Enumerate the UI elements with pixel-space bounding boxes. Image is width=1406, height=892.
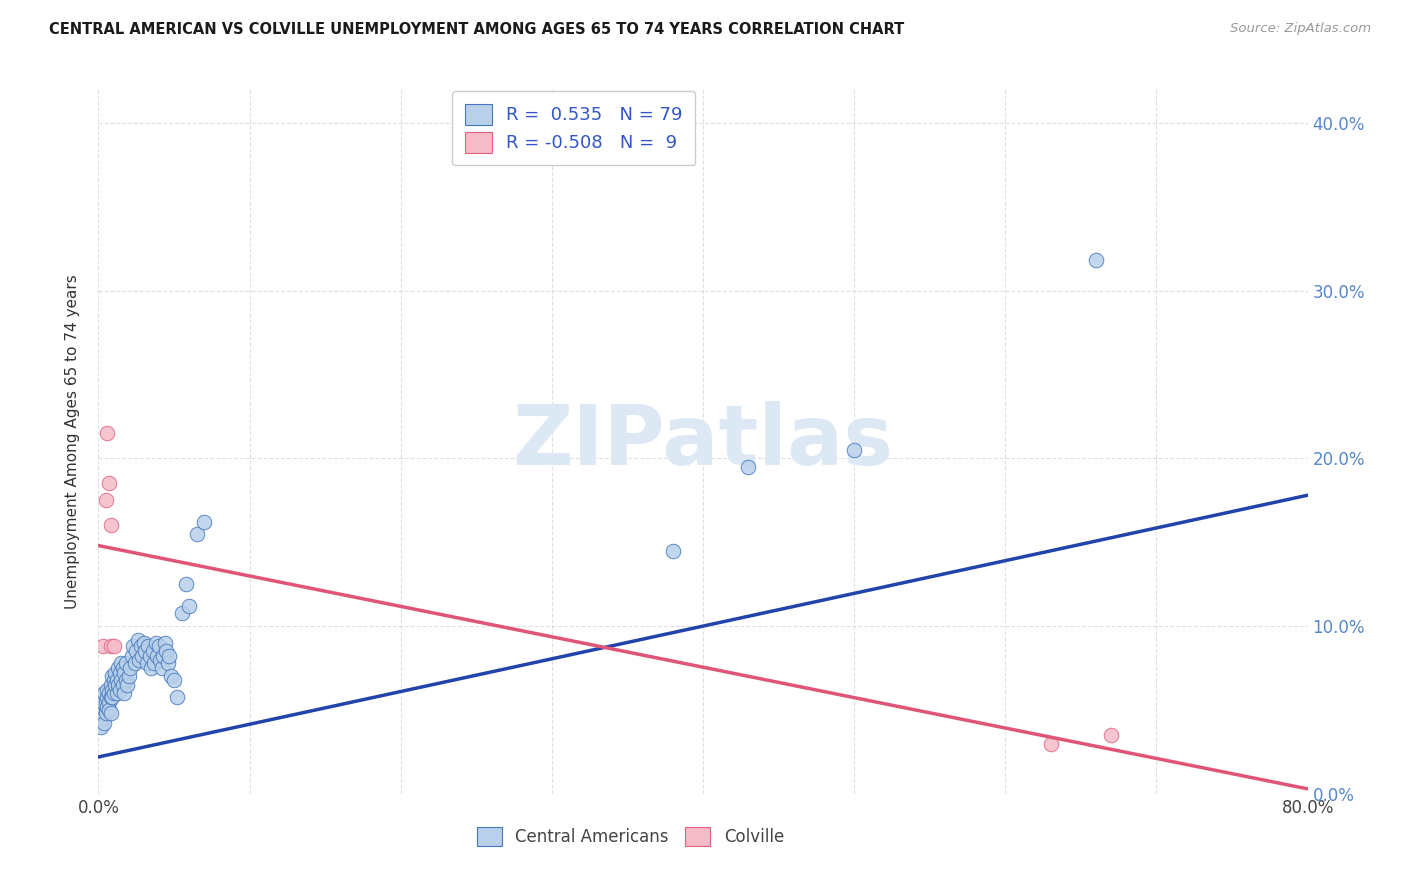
Point bbox=[122, 639, 145, 653]
Point bbox=[127, 632, 149, 647]
Point bbox=[121, 649, 143, 664]
Point bbox=[94, 493, 117, 508]
Point bbox=[146, 649, 169, 664]
Point bbox=[108, 666, 131, 681]
Point bbox=[124, 656, 146, 670]
Point bbox=[105, 673, 128, 687]
Point bbox=[128, 653, 150, 667]
Point bbox=[844, 442, 866, 457]
Point bbox=[156, 656, 179, 670]
Point bbox=[94, 703, 117, 717]
Point bbox=[737, 459, 759, 474]
Point bbox=[94, 695, 117, 709]
Point bbox=[145, 636, 167, 650]
Text: CENTRAL AMERICAN VS COLVILLE UNEMPLOYMENT AMONG AGES 65 TO 74 YEARS CORRELATION : CENTRAL AMERICAN VS COLVILLE UNEMPLOYMEN… bbox=[49, 22, 904, 37]
Point bbox=[104, 678, 127, 692]
Point bbox=[112, 686, 135, 700]
Point bbox=[100, 690, 122, 704]
Text: Source: ZipAtlas.com: Source: ZipAtlas.com bbox=[1230, 22, 1371, 36]
Point bbox=[160, 669, 183, 683]
Point bbox=[98, 476, 121, 491]
Point bbox=[142, 644, 165, 658]
Point bbox=[105, 686, 128, 700]
Point bbox=[153, 636, 176, 650]
Point bbox=[100, 518, 122, 533]
Point bbox=[131, 649, 153, 664]
Point bbox=[93, 686, 115, 700]
Point bbox=[114, 656, 136, 670]
Point bbox=[100, 678, 122, 692]
Point bbox=[149, 653, 172, 667]
Point bbox=[108, 682, 131, 697]
Point bbox=[101, 682, 124, 697]
Point bbox=[112, 666, 135, 681]
Point bbox=[98, 695, 121, 709]
Point bbox=[120, 661, 142, 675]
Point bbox=[150, 661, 173, 675]
Point bbox=[193, 515, 215, 529]
Point bbox=[103, 673, 125, 687]
Point bbox=[141, 661, 163, 675]
Point bbox=[94, 706, 117, 721]
Point bbox=[132, 636, 155, 650]
Point bbox=[143, 656, 166, 670]
Point bbox=[110, 656, 132, 670]
Point bbox=[170, 606, 193, 620]
Point bbox=[135, 656, 157, 670]
Point bbox=[118, 669, 141, 683]
Point bbox=[1085, 253, 1108, 268]
Point bbox=[93, 716, 115, 731]
Point bbox=[110, 673, 132, 687]
Point bbox=[136, 639, 159, 653]
Point bbox=[100, 639, 122, 653]
Point bbox=[100, 706, 122, 721]
Point bbox=[159, 649, 181, 664]
Point bbox=[111, 678, 134, 692]
Text: ZIPatlas: ZIPatlas bbox=[513, 401, 893, 482]
Point bbox=[91, 711, 114, 725]
Point bbox=[129, 639, 152, 653]
Point bbox=[174, 577, 197, 591]
Point bbox=[96, 682, 118, 697]
Point bbox=[103, 639, 125, 653]
Point bbox=[152, 649, 174, 664]
Point bbox=[166, 690, 188, 704]
Y-axis label: Unemployment Among Ages 65 to 74 years: Unemployment Among Ages 65 to 74 years bbox=[65, 274, 80, 609]
Point bbox=[103, 686, 125, 700]
Point bbox=[91, 639, 114, 653]
Point bbox=[90, 720, 112, 734]
Point bbox=[114, 673, 136, 687]
Point bbox=[139, 649, 162, 664]
Point bbox=[155, 644, 177, 658]
Point bbox=[1039, 737, 1062, 751]
Point bbox=[186, 526, 208, 541]
Point bbox=[101, 690, 124, 704]
Point bbox=[111, 661, 134, 675]
Point bbox=[96, 699, 118, 714]
Point bbox=[91, 695, 114, 709]
Point bbox=[179, 599, 201, 613]
Point bbox=[134, 644, 156, 658]
Point bbox=[125, 644, 148, 658]
Point bbox=[101, 669, 124, 683]
Legend: Central Americans, Colville: Central Americans, Colville bbox=[470, 820, 790, 853]
Point bbox=[96, 690, 118, 704]
Point bbox=[115, 678, 138, 692]
Point bbox=[107, 678, 129, 692]
Point bbox=[148, 639, 170, 653]
Point bbox=[104, 666, 127, 681]
Point bbox=[1099, 728, 1122, 742]
Point bbox=[98, 703, 121, 717]
Point bbox=[98, 686, 121, 700]
Point bbox=[163, 673, 186, 687]
Point bbox=[96, 426, 118, 441]
Point bbox=[107, 661, 129, 675]
Point bbox=[661, 543, 683, 558]
